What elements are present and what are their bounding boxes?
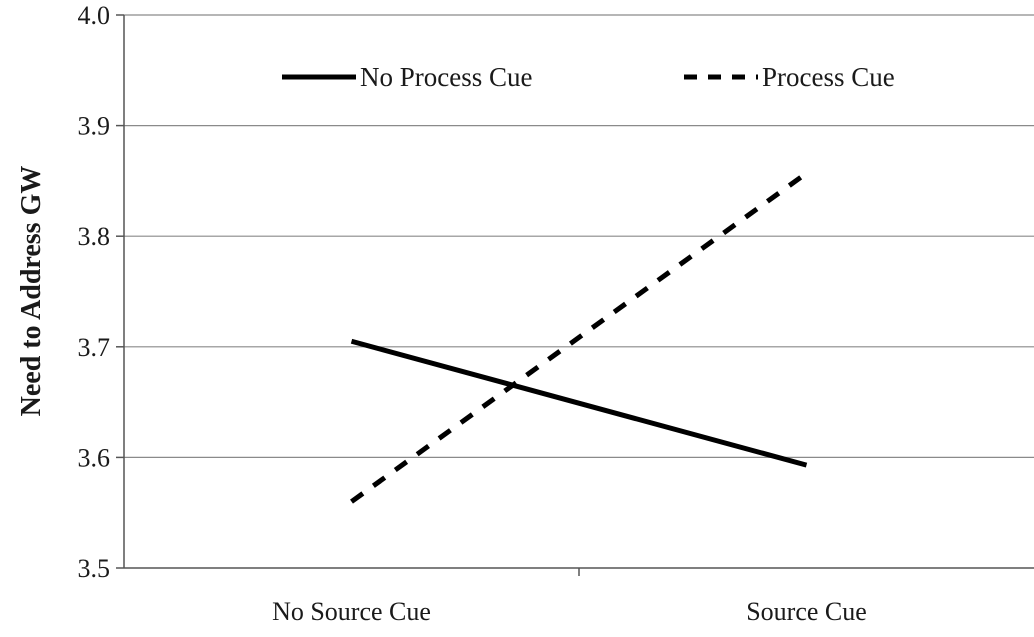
axes [123,15,1034,569]
legend: No Process Cue Process Cue [282,62,895,92]
y-tick-label: 3.6 [78,443,111,472]
y-tick-label: 3.5 [78,554,111,583]
series-line-process-cue [350,171,808,504]
series-line-no-process-cue [350,338,808,468]
y-tick-label: 3.8 [78,222,111,251]
y-tick-label: 4.0 [78,1,111,30]
x-category-label: Source Cue [746,597,867,626]
y-axis-label: Need to Address GW [16,166,47,417]
y-axis-ticks: 3.5 3.6 3.7 3.8 3.9 4.0 [78,1,124,583]
legend-label-no-process-cue: No Process Cue [360,62,532,92]
y-tick-label: 3.7 [78,333,111,362]
legend-label-process-cue: Process Cue [762,62,895,92]
x-axis-ticks: No Source Cue Source Cue [272,568,867,626]
x-category-label: No Source Cue [272,597,431,626]
series-lines [350,171,808,504]
y-tick-label: 3.9 [78,112,111,141]
gridlines [124,14,1034,458]
